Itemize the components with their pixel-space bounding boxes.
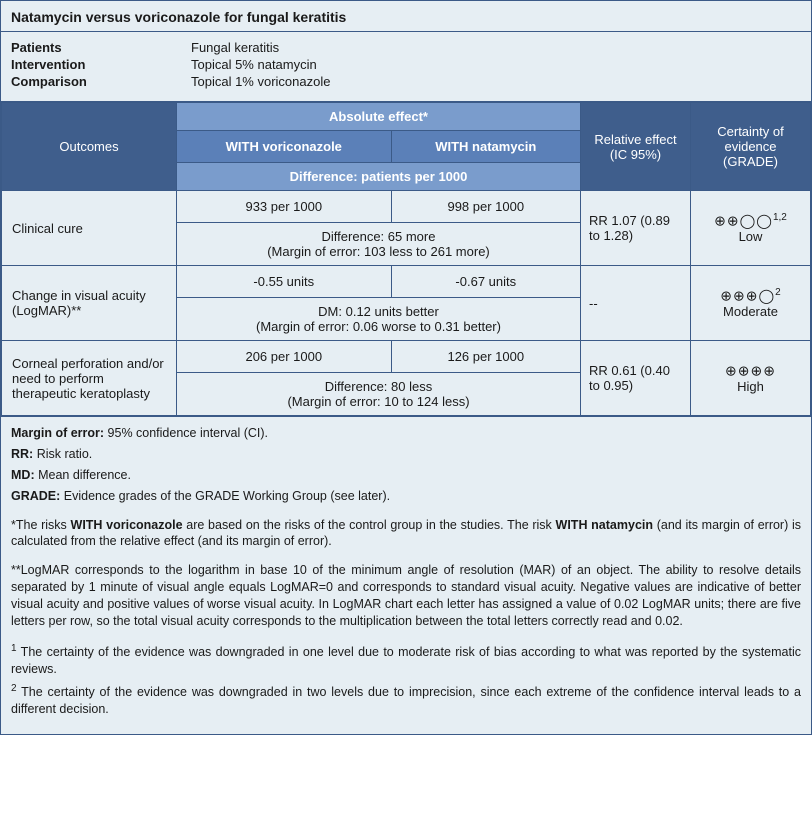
relative-effect: RR 0.61 (0.40 to 0.95) bbox=[581, 341, 691, 416]
col-relative: Relative effect (IC 95%) bbox=[581, 103, 691, 191]
intervention-value: Topical 5% natamycin bbox=[191, 57, 801, 72]
table-row: Clinical cure 933 per 1000 998 per 1000 … bbox=[2, 191, 811, 223]
evidence-summary-card: Natamycin versus voriconazole for fungal… bbox=[0, 0, 812, 735]
nat-value: 126 per 1000 bbox=[391, 341, 580, 373]
star-note-b: WITH voriconazole bbox=[71, 518, 183, 532]
grade-super: 2 bbox=[775, 287, 781, 298]
star-note-a: *The risks bbox=[11, 518, 71, 532]
moe-text: 95% confidence interval (CI). bbox=[104, 426, 268, 440]
card-title: Natamycin versus voriconazole for fungal… bbox=[1, 1, 811, 32]
footnotes-block: Margin of error: 95% confidence interval… bbox=[1, 416, 811, 734]
grade-symbols: ⊕⊕◯◯ bbox=[714, 212, 773, 228]
star-note-c: are based on the risks of the control gr… bbox=[183, 518, 556, 532]
pico-block: Patients Fungal keratitis Intervention T… bbox=[1, 32, 811, 102]
diff-line1: DM: 0.12 units better bbox=[318, 304, 439, 319]
comparison-label: Comparison bbox=[11, 74, 191, 89]
grade-label: Moderate bbox=[723, 304, 778, 319]
col-diff-sub: Difference: patients per 1000 bbox=[177, 163, 581, 191]
outcome-name: Corneal perforation and/or need to perfo… bbox=[2, 341, 177, 416]
nat-value: -0.67 units bbox=[391, 266, 580, 298]
diff-line2: (Margin of error: 10 to 124 less) bbox=[287, 394, 469, 409]
md-text: Mean difference. bbox=[35, 468, 131, 482]
rr-label: RR: bbox=[11, 447, 33, 461]
comparison-value: Topical 1% voriconazole bbox=[191, 74, 801, 89]
outcome-name: Change in visual acuity (LogMAR)** bbox=[2, 266, 177, 341]
relative-effect: -- bbox=[581, 266, 691, 341]
col-absolute: Absolute effect* bbox=[177, 103, 581, 131]
col-grade: Certainty of evidence (GRADE) bbox=[691, 103, 811, 191]
grade-symbols: ⊕⊕⊕◯ bbox=[720, 287, 775, 303]
difference-cell: DM: 0.12 units better (Margin of error: … bbox=[177, 298, 581, 341]
grade-label: Low bbox=[739, 229, 763, 244]
grade-cell: ⊕⊕⊕⊕ High bbox=[691, 341, 811, 416]
note1-text: The certainty of the evidence was downgr… bbox=[11, 645, 801, 676]
patients-label: Patients bbox=[11, 40, 191, 55]
grade-super: 1,2 bbox=[773, 212, 787, 223]
outcome-name: Clinical cure bbox=[2, 191, 177, 266]
rr-text: Risk ratio. bbox=[33, 447, 92, 461]
vor-value: 206 per 1000 bbox=[177, 341, 392, 373]
md-label: MD: bbox=[11, 468, 35, 482]
star-note-d: WITH natamycin bbox=[556, 518, 653, 532]
vor-value: 933 per 1000 bbox=[177, 191, 392, 223]
col-with-vor: WITH voriconazole bbox=[177, 131, 392, 163]
diff-line2: (Margin of error: 103 less to 261 more) bbox=[267, 244, 490, 259]
difference-cell: Difference: 65 more (Margin of error: 10… bbox=[177, 223, 581, 266]
note2-text: The certainty of the evidence was downgr… bbox=[11, 685, 801, 716]
col-outcomes: Outcomes bbox=[2, 103, 177, 191]
grade-text-foot: Evidence grades of the GRADE Working Gro… bbox=[60, 489, 390, 503]
patients-value: Fungal keratitis bbox=[191, 40, 801, 55]
grade-cell: ⊕⊕⊕◯2 Moderate bbox=[691, 266, 811, 341]
nat-value: 998 per 1000 bbox=[391, 191, 580, 223]
table-row: Change in visual acuity (LogMAR)** -0.55… bbox=[2, 266, 811, 298]
grade-symbols: ⊕⊕⊕⊕ bbox=[725, 362, 776, 378]
table-row: Corneal perforation and/or need to perfo… bbox=[2, 341, 811, 373]
logmar-note: **LogMAR corresponds to the logarithm in… bbox=[11, 562, 801, 630]
moe-label: Margin of error: bbox=[11, 426, 104, 440]
diff-line1: Difference: 80 less bbox=[325, 379, 432, 394]
intervention-label: Intervention bbox=[11, 57, 191, 72]
diff-line2: (Margin of error: 0.06 worse to 0.31 bet… bbox=[256, 319, 501, 334]
grade-cell: ⊕⊕◯◯1,2 Low bbox=[691, 191, 811, 266]
grade-label: High bbox=[737, 379, 764, 394]
outcomes-table: Outcomes Absolute effect* Relative effec… bbox=[1, 102, 811, 416]
diff-line1: Difference: 65 more bbox=[322, 229, 436, 244]
relative-effect: RR 1.07 (0.89 to 1.28) bbox=[581, 191, 691, 266]
col-with-nat: WITH natamycin bbox=[391, 131, 580, 163]
grade-label-foot: GRADE: bbox=[11, 489, 60, 503]
difference-cell: Difference: 80 less (Margin of error: 10… bbox=[177, 373, 581, 416]
vor-value: -0.55 units bbox=[177, 266, 392, 298]
